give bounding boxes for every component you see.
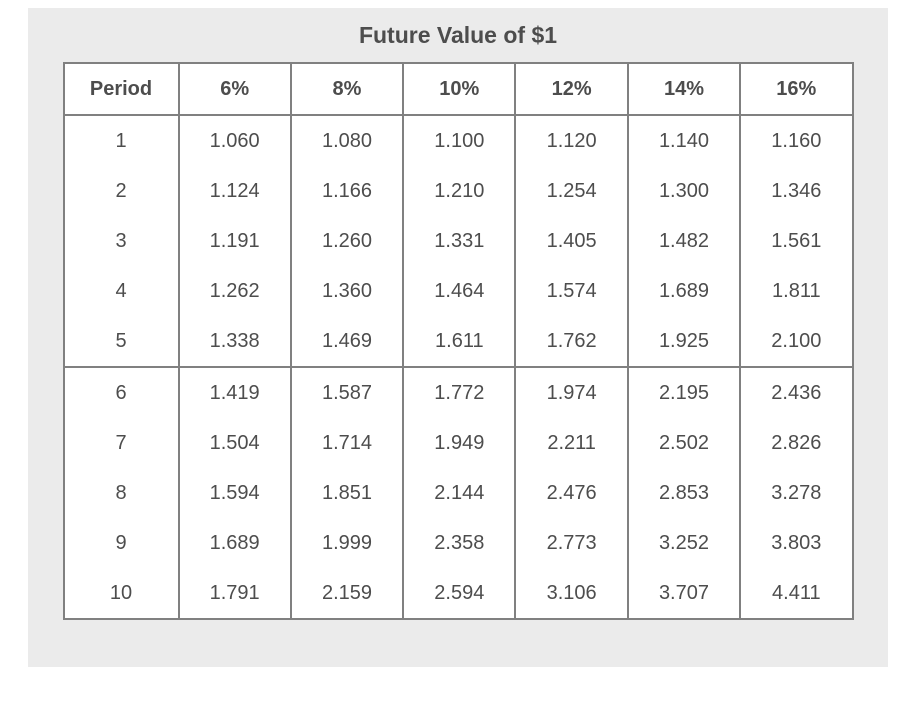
value-cell: 1.260 [289,216,405,266]
period-cell: 1 [62,115,180,166]
value-cell: 1.762 [514,316,629,367]
value-cell: 1.100 [402,115,517,166]
value-cell: 1.346 [739,166,854,216]
table-title: Future Value of $1 [358,22,558,48]
value-cell: 1.791 [177,568,292,619]
period-cell: 9 [62,518,180,568]
value-cell: 1.482 [626,216,742,266]
table-row: 1 1.060 1.080 1.100 1.120 1.140 1.160 [62,115,854,166]
period-cell: 8 [62,468,180,518]
column-header-rate-10: 10% [402,63,517,115]
period-cell: 5 [62,316,180,367]
value-cell: 1.300 [626,166,742,216]
value-cell: 1.124 [177,166,292,216]
value-cell: 2.502 [626,418,742,468]
future-value-table: Period 6% 8% 10% 12% 14% 16% 1 1.060 1.080 1.100 1… [62,62,854,620]
value-cell: 1.469 [289,316,405,367]
table-row: 2 1.124 1.166 1.210 1.254 1.300 1.346 [62,166,854,216]
value-cell: 1.060 [177,115,292,166]
value-cell: 1.772 [402,367,517,418]
value-cell: 3.106 [514,568,629,619]
table-row: 6 1.419 1.587 1.772 1.974 2.195 2.436 [62,367,854,418]
value-cell: 1.689 [177,518,292,568]
table-body: 1 1.060 1.080 1.100 1.120 1.140 1.160 2 1.124 1.1… [62,115,854,619]
value-cell: 1.419 [177,367,292,418]
column-header-rate-14: 14% [626,63,742,115]
value-cell: 1.811 [739,266,854,316]
value-cell: 1.611 [402,316,517,367]
value-cell: 1.594 [177,468,292,518]
period-cell: 7 [62,418,180,468]
value-cell: 1.338 [177,316,292,367]
period-cell: 4 [62,266,180,316]
value-cell: 1.504 [177,418,292,468]
table-row: 3 1.191 1.260 1.331 1.405 1.482 1.561 [62,216,854,266]
value-cell: 2.211 [514,418,629,468]
table-row: 5 1.338 1.469 1.611 1.762 1.925 2.100 [62,316,854,367]
column-header-rate-6: 6% [177,63,292,115]
table-header: Period 6% 8% 10% 12% 14% 16% [62,63,854,115]
value-cell: 2.594 [402,568,517,619]
value-cell: 1.714 [289,418,405,468]
value-cell: 3.252 [626,518,742,568]
fv-table-panel: Future Value of $1 Period 6% 8% 10% 12% 14% 16… [28,8,888,667]
value-cell: 1.925 [626,316,742,367]
period-cell: 2 [62,166,180,216]
table-row: 7 1.504 1.714 1.949 2.211 2.502 2.826 [62,418,854,468]
value-cell: 1.974 [514,367,629,418]
value-cell: 2.159 [289,568,405,619]
value-cell: 2.195 [626,367,742,418]
value-cell: 1.405 [514,216,629,266]
value-cell: 1.360 [289,266,405,316]
table-row: 4 1.262 1.360 1.464 1.574 1.689 1.811 [62,266,854,316]
header-row: Period 6% 8% 10% 12% 14% 16% [62,63,854,115]
value-cell: 1.210 [402,166,517,216]
column-header-rate-12: 12% [514,63,629,115]
value-cell: 1.851 [289,468,405,518]
period-cell: 10 [62,568,180,619]
value-cell: 1.254 [514,166,629,216]
value-cell: 2.100 [739,316,854,367]
value-cell: 1.587 [289,367,405,418]
value-cell: 2.773 [514,518,629,568]
value-cell: 1.080 [289,115,405,166]
period-cell: 3 [62,216,180,266]
value-cell: 1.191 [177,216,292,266]
value-cell: 1.561 [739,216,854,266]
value-cell: 2.358 [402,518,517,568]
value-cell: 1.999 [289,518,405,568]
value-cell: 2.436 [739,367,854,418]
value-cell: 2.853 [626,468,742,518]
table-row: 10 1.791 2.159 2.594 3.106 3.707 4.411 [62,568,854,619]
period-cell: 6 [62,367,180,418]
value-cell: 1.262 [177,266,292,316]
value-cell: 1.120 [514,115,629,166]
column-header-rate-8: 8% [289,63,405,115]
table-row: 8 1.594 1.851 2.144 2.476 2.853 3.278 [62,468,854,518]
column-header-rate-16: 16% [739,63,854,115]
value-cell: 2.826 [739,418,854,468]
table-row: 9 1.689 1.999 2.358 2.773 3.252 3.803 [62,518,854,568]
value-cell: 1.166 [289,166,405,216]
value-cell: 2.144 [402,468,517,518]
value-cell: 4.411 [739,568,854,619]
value-cell: 1.331 [402,216,517,266]
value-cell: 2.476 [514,468,629,518]
value-cell: 1.574 [514,266,629,316]
value-cell: 1.949 [402,418,517,468]
value-cell: 1.160 [739,115,854,166]
value-cell: 1.464 [402,266,517,316]
column-header-period: Period [62,63,180,115]
value-cell: 1.689 [626,266,742,316]
value-cell: 3.803 [739,518,854,568]
value-cell: 3.278 [739,468,854,518]
value-cell: 3.707 [626,568,742,619]
value-cell: 1.140 [626,115,742,166]
